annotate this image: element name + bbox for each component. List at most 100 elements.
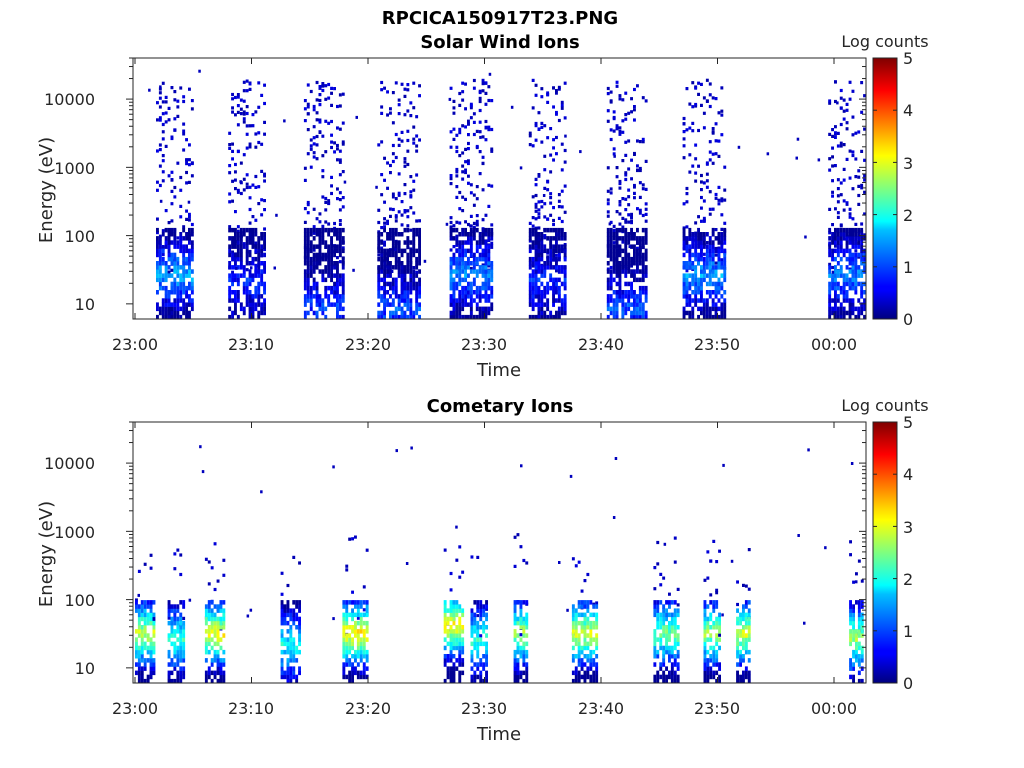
data-pixel — [697, 281, 700, 287]
data-pixel — [834, 273, 837, 278]
data-pixel — [359, 654, 363, 659]
data-pixel — [711, 207, 715, 211]
xtick-label: 00:00 — [811, 335, 857, 354]
data-pixel — [851, 232, 855, 237]
data-pixel — [286, 678, 290, 684]
data-pixel — [389, 265, 392, 270]
data-pixel — [164, 209, 168, 213]
data-pixel — [298, 625, 301, 630]
data-pixel — [577, 560, 581, 564]
data-pixel — [446, 674, 450, 680]
data-pixel — [720, 227, 724, 231]
data-pixel — [580, 649, 584, 655]
data-pixel — [549, 248, 553, 254]
data-pixel — [485, 633, 488, 638]
data-pixel — [467, 314, 470, 320]
data-pixel — [472, 281, 476, 287]
data-pixel — [482, 625, 486, 630]
data-pixel — [467, 174, 470, 178]
data-pixel — [482, 629, 486, 634]
data-pixel — [742, 633, 745, 638]
data-pixel — [700, 298, 703, 303]
data-pixel — [167, 174, 171, 178]
data-pixel — [586, 666, 590, 671]
data-pixel — [167, 306, 171, 312]
data-pixel — [487, 269, 491, 274]
colorbar-tick-label: 4 — [903, 465, 913, 484]
data-pixel — [520, 464, 523, 468]
data-pixel — [478, 232, 482, 237]
data-pixel — [176, 114, 180, 118]
data-pixel — [143, 600, 147, 605]
data-pixel — [280, 604, 284, 609]
data-pixel — [341, 285, 345, 291]
data-pixel — [621, 261, 625, 266]
data-pixel — [158, 310, 162, 316]
data-pixel — [213, 641, 217, 647]
data-pixel — [254, 174, 258, 179]
data-pixel — [242, 265, 246, 270]
data-pixel — [362, 654, 366, 659]
data-pixel — [283, 674, 287, 680]
data-pixel — [389, 302, 392, 307]
data-pixel — [476, 654, 480, 659]
data-pixel — [248, 82, 252, 86]
data-pixel — [849, 540, 852, 544]
data-pixel — [706, 670, 710, 676]
data-pixel — [641, 187, 645, 191]
data-pixel — [152, 662, 156, 667]
data-pixel — [333, 248, 336, 254]
data-pixel — [342, 633, 346, 638]
data-pixel — [324, 290, 328, 295]
data-pixel — [549, 127, 553, 131]
data-pixel — [345, 649, 349, 655]
data-pixel — [452, 111, 456, 115]
data-pixel — [409, 314, 413, 320]
data-pixel — [182, 277, 186, 283]
data-pixel — [609, 232, 613, 237]
data-pixel — [479, 662, 483, 667]
data-pixel — [571, 557, 575, 561]
data-pixel — [834, 281, 837, 287]
data-pixel — [149, 553, 153, 557]
data-pixel — [673, 629, 677, 634]
data-pixel — [636, 139, 639, 143]
data-pixel — [557, 232, 561, 237]
data-pixel — [747, 670, 751, 676]
data-pixel — [383, 178, 386, 182]
data-pixel — [289, 629, 293, 634]
data-pixel — [473, 645, 477, 651]
data-pixel — [849, 616, 852, 622]
data-pixel — [606, 298, 610, 303]
data-pixel — [831, 236, 834, 241]
data-pixel — [342, 670, 346, 676]
data-pixel — [854, 222, 858, 226]
data-pixel — [633, 277, 636, 283]
data-pixel — [685, 281, 689, 287]
data-pixel — [839, 310, 843, 316]
data-pixel — [744, 612, 748, 618]
data-pixel — [723, 269, 727, 274]
data-pixel — [386, 273, 389, 278]
data-pixel — [537, 269, 541, 274]
data-pixel — [464, 261, 467, 266]
data-pixel — [516, 649, 520, 655]
data-pixel — [855, 572, 858, 576]
data-pixel — [721, 613, 724, 617]
data-pixel — [461, 302, 465, 307]
data-pixel — [836, 178, 840, 182]
data-pixel — [234, 170, 237, 174]
data-pixel — [676, 666, 680, 671]
data-pixel — [338, 273, 342, 278]
data-pixel — [222, 658, 226, 663]
data-pixel — [473, 616, 477, 622]
data-pixel — [712, 649, 716, 655]
data-pixel — [292, 612, 296, 618]
data-pixel — [377, 253, 381, 257]
data-pixel — [860, 285, 864, 291]
data-pixel — [481, 218, 485, 222]
data-pixel — [135, 641, 138, 647]
data-pixel — [691, 265, 695, 270]
data-pixel — [834, 285, 837, 291]
data-pixel — [621, 290, 625, 295]
